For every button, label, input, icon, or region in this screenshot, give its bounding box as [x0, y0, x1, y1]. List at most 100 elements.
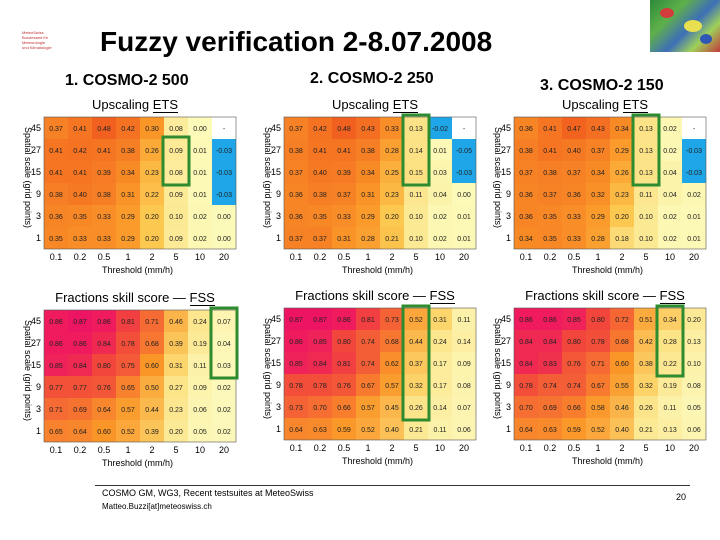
cell-value: 0.77: [73, 385, 87, 392]
cell-value: 0.26: [409, 405, 423, 412]
cell-value: 0.48: [337, 126, 351, 133]
heatmap-cell: [562, 308, 586, 330]
cell-value: 0.39: [97, 170, 111, 177]
cell-value: 0.18: [615, 236, 629, 243]
heatmap-cell: [682, 183, 706, 205]
highlight-box: [631, 113, 661, 187]
x-tick-label: 0.5: [568, 252, 581, 262]
cell-value: -0.03: [216, 148, 232, 155]
cell-value: 0.11: [457, 317, 470, 324]
heatmap-cell: [514, 139, 538, 161]
x-tick-label: 0.5: [98, 445, 111, 455]
heatmap-cell: [380, 396, 404, 418]
cell-value: 0.37: [567, 170, 581, 177]
heatmap-cell: [188, 117, 212, 139]
heatmap-cell: [610, 117, 634, 139]
heatmap-cell: [586, 161, 610, 183]
x-tick-label: 0.2: [314, 443, 327, 453]
cell-value: 0.45: [385, 405, 399, 412]
heatmap-cell: [332, 308, 356, 330]
cell-value: 0.41: [97, 148, 111, 155]
cell-value: 0.38: [519, 148, 533, 155]
cell-value: 0.04: [663, 192, 677, 199]
heatmap-frame: [513, 307, 707, 441]
heatmap-cell: [428, 161, 452, 183]
heatmap-cell: [212, 420, 236, 442]
cell-value: 0.60: [615, 361, 629, 368]
heatmap: 0.87 0.87 0.86 0.81 0.73 0.52 0.31 0.110.86 0.85…: [271, 304, 477, 453]
heatmap-cell: [514, 183, 538, 205]
cell-value: 0.57: [385, 383, 399, 390]
x-tick-label: 20: [219, 252, 229, 262]
x-tick-label: 5: [643, 252, 648, 262]
cell-value: 0.13: [639, 126, 653, 133]
heatmap-cell: [682, 330, 706, 352]
heatmap-cell: [116, 183, 140, 205]
heatmap-cell: [332, 374, 356, 396]
cell-value: 0.57: [121, 407, 135, 414]
cell-value: 0.39: [145, 429, 159, 436]
cell-value: 0.78: [313, 383, 327, 390]
heatmap-cell: [116, 354, 140, 376]
cell-value: 0.76: [97, 385, 111, 392]
cell-value: 0.14: [433, 405, 447, 412]
heatmap-cell: [682, 374, 706, 396]
x-tick-label: 2: [619, 443, 624, 453]
heatmap-cell: [428, 227, 452, 249]
x-axis-label: Threshold (mm/h): [102, 458, 174, 468]
cell-value: 0.86: [49, 341, 63, 348]
heatmap-cell: [682, 396, 706, 418]
x-tick-label: 0.5: [568, 443, 581, 453]
cell-value: 0.02: [217, 429, 231, 436]
cell-value: 0.38: [361, 148, 375, 155]
cell-value: 0.87: [73, 319, 87, 326]
cell-value: 0.44: [145, 407, 159, 414]
x-tick-label: 20: [459, 443, 469, 453]
heatmap-cell: [44, 205, 68, 227]
heatmap-cell: [380, 374, 404, 396]
heatmap-cell: [634, 330, 658, 352]
y-axis-label: Spatial scale (grid points): [23, 127, 33, 229]
heatmap-cell: [164, 205, 188, 227]
x-tick-label: 1: [125, 252, 130, 262]
cell-value: -0.03: [216, 170, 232, 177]
cell-value: 0.86: [519, 317, 533, 324]
heatmap-cell: [658, 205, 682, 227]
heatmap-cell: [140, 205, 164, 227]
cell-value: 0.05: [193, 429, 207, 436]
cell-value: 0.01: [687, 236, 701, 243]
heatmap-cell: [212, 310, 236, 332]
heatmap-cell: [586, 374, 610, 396]
heatmap-cell: [332, 418, 356, 440]
heatmap-cell: [356, 227, 380, 249]
panel-title-main: Upscaling: [561, 97, 620, 112]
cell-value: -0.05: [456, 148, 472, 155]
heatmap-cell: [610, 161, 634, 183]
cell-value: 0.34: [121, 170, 135, 177]
cell-value: 0.38: [49, 192, 63, 199]
panel-title-sub: FSS: [659, 288, 685, 304]
y-tick-label: 45: [501, 123, 511, 133]
cell-value: 0.15: [409, 170, 423, 177]
heatmap-cell: [562, 374, 586, 396]
cell-value: 0.07: [217, 319, 231, 326]
heatmap-cell: [658, 352, 682, 374]
x-axis-label: Threshold (mm/h): [102, 265, 174, 275]
heatmap-cell: [428, 418, 452, 440]
cell-value: 0.20: [615, 214, 629, 221]
x-tick-label: 0.2: [314, 252, 327, 262]
heatmap-cell: [356, 139, 380, 161]
cell-value: 0.08: [169, 170, 183, 177]
cell-value: 0.76: [337, 383, 351, 390]
heatmap-cell: [284, 396, 308, 418]
cell-value: 0.36: [519, 126, 533, 133]
cell-value: 0.37: [289, 170, 303, 177]
x-tick-label: 0.2: [544, 252, 557, 262]
cell-value: 0.31: [121, 192, 135, 199]
cell-value: 0.33: [97, 214, 111, 221]
heatmap: 0.86 0.87 0.86 0.81 0.71 0.46 0.24 0.07 0.86 0.86…: [31, 306, 239, 455]
heatmap-cell: [44, 310, 68, 332]
cell-value: 0.74: [361, 339, 375, 346]
cell-value: 0.67: [361, 383, 375, 390]
x-tick-label: 0.1: [290, 252, 303, 262]
